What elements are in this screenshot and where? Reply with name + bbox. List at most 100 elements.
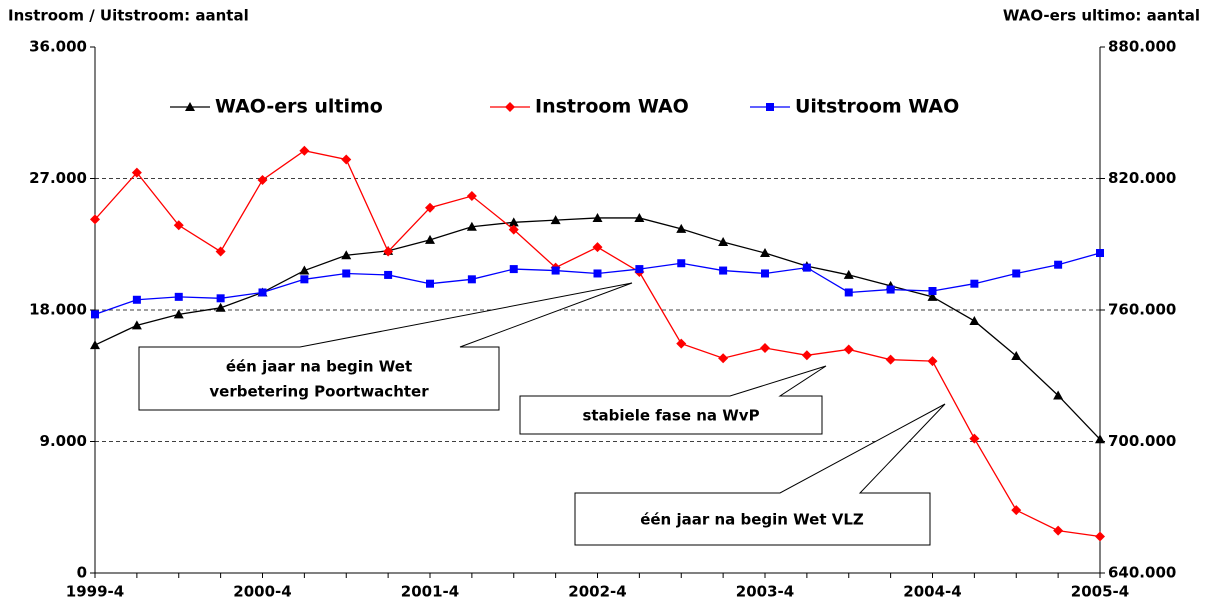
- marker: [635, 265, 644, 274]
- marker: [131, 320, 142, 330]
- legend-label: Instroom WAO: [535, 96, 689, 118]
- marker: [466, 221, 477, 231]
- y2-tick-label: 640.000: [1108, 564, 1176, 582]
- marker: [90, 214, 100, 225]
- annotation-text: één jaar na begin Wet: [226, 358, 412, 376]
- annotation-text: verbetering Poortwachter: [209, 383, 429, 401]
- y2-axis-title: WAO-ers ultimo: aantal: [1003, 7, 1200, 25]
- marker: [509, 265, 518, 274]
- marker: [90, 340, 100, 350]
- marker: [300, 275, 309, 284]
- marker: [551, 266, 560, 275]
- marker: [257, 174, 268, 185]
- y2-tick-label: 820.000: [1108, 169, 1176, 187]
- marker: [215, 302, 226, 312]
- series: [90, 145, 1105, 542]
- marker: [718, 353, 729, 364]
- marker: [886, 285, 895, 294]
- marker: [174, 292, 183, 301]
- marker: [843, 344, 854, 355]
- marker: [299, 265, 310, 275]
- marker: [802, 263, 811, 272]
- marker: [132, 295, 141, 304]
- marker: [676, 338, 687, 349]
- annotations: één jaar na begin Wet verbetering Poortw…: [138, 282, 946, 546]
- y-tick-label: 18.000: [29, 301, 87, 319]
- marker: [928, 287, 937, 296]
- marker: [593, 269, 602, 278]
- marker: [384, 270, 393, 279]
- marker: [844, 288, 853, 297]
- marker: [676, 223, 687, 233]
- series-line: [94, 150, 1101, 538]
- marker: [970, 279, 979, 288]
- marker: [185, 102, 195, 111]
- x-tick-label: 2001-4: [401, 583, 459, 601]
- marker: [173, 220, 184, 231]
- annotation-text: één jaar na begin Wet VLZ: [640, 511, 864, 529]
- marker: [969, 315, 980, 325]
- marker: [801, 350, 812, 361]
- marker: [1011, 351, 1022, 361]
- marker: [425, 202, 435, 213]
- y-tick-label: 0: [77, 564, 87, 582]
- y2-tick-label: 760.000: [1108, 301, 1176, 319]
- marker: [1011, 505, 1022, 516]
- axes: 0 9.000 18.000 27.000 36.000 640.000 700.000 76…: [29, 38, 1176, 601]
- x-tick-label: 2002-4: [568, 583, 626, 601]
- callout: [138, 282, 633, 411]
- marker: [927, 356, 938, 367]
- marker: [466, 191, 477, 202]
- marker: [885, 354, 896, 365]
- legend-label: Uitstroom WAO: [795, 96, 959, 118]
- marker: [550, 215, 561, 225]
- marker: [843, 269, 854, 279]
- marker: [342, 269, 351, 278]
- y-tick-label: 27.000: [29, 169, 87, 187]
- x-tick-label: 2004-4: [903, 583, 961, 601]
- series-line: [94, 252, 1101, 315]
- marker: [505, 102, 515, 112]
- marker: [258, 288, 267, 297]
- marker: [1096, 249, 1104, 258]
- marker: [426, 279, 434, 288]
- x-tick-label: 2005-4: [1071, 583, 1129, 601]
- marker: [508, 217, 519, 227]
- marker: [425, 234, 435, 244]
- y-axis-title: Instroom / Uitstroom: aantal: [8, 7, 249, 25]
- marker: [341, 154, 352, 165]
- marker: [1095, 531, 1105, 542]
- marker: [216, 294, 225, 303]
- marker: [760, 248, 770, 258]
- marker: [91, 310, 99, 319]
- legend: WAO-ers ultimo Instroom WAO Uitstroom WAO: [170, 96, 959, 118]
- marker: [1012, 269, 1021, 278]
- marker: [1053, 525, 1064, 536]
- callout: [519, 365, 827, 435]
- x-tick-label: 2003-4: [736, 583, 794, 601]
- marker: [1095, 434, 1105, 444]
- marker: [508, 224, 519, 235]
- annotation-text: stabiele fase na WvP: [582, 407, 759, 425]
- marker: [677, 259, 686, 268]
- series: [91, 249, 1104, 319]
- callout: [574, 403, 946, 546]
- marker: [634, 212, 645, 222]
- marker: [760, 342, 770, 353]
- marker: [131, 167, 142, 178]
- y-tick-label: 9.000: [40, 432, 87, 450]
- marker: [592, 212, 603, 222]
- marker: [969, 433, 980, 444]
- marker: [592, 242, 603, 253]
- marker: [719, 266, 728, 275]
- y2-tick-label: 700.000: [1108, 432, 1176, 450]
- marker: [718, 237, 729, 247]
- marker: [1054, 260, 1063, 269]
- marker: [173, 309, 184, 319]
- marker: [299, 145, 310, 156]
- y-tick-label: 36.000: [29, 38, 87, 56]
- marker: [766, 103, 774, 111]
- marker: [927, 291, 938, 301]
- legend-label: WAO-ers ultimo: [215, 96, 383, 118]
